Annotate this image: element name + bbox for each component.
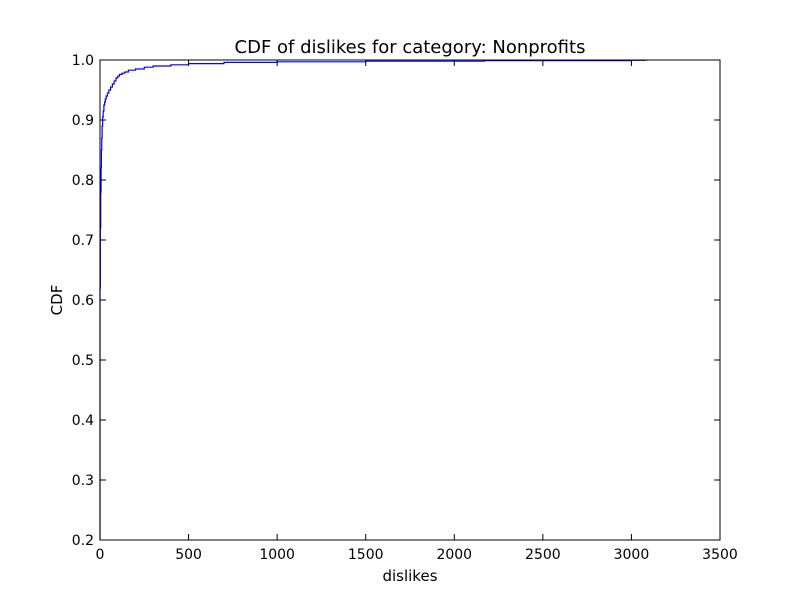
y-tick-label: 0.6 xyxy=(72,293,94,309)
y-axis: 0.2 0.3 0.4 0.5 0.6 0.7 0.8 0.9 1.0 xyxy=(72,53,720,549)
x-axis-title: dislikes xyxy=(382,567,437,585)
x-tick-label: 0 xyxy=(96,547,105,563)
y-tick-label: 0.9 xyxy=(72,113,94,129)
y-tick-label: 0.4 xyxy=(72,413,94,429)
x-tick-label: 3000 xyxy=(614,547,650,563)
y-tick-label: 0.8 xyxy=(72,173,94,189)
y-axis-title: CDF xyxy=(48,285,66,316)
x-tick-label: 2000 xyxy=(436,547,472,563)
y-tick-label: 0.7 xyxy=(72,233,94,249)
plot-area xyxy=(99,59,647,540)
x-axis: 0 500 1000 1500 2000 2500 3000 3500 xyxy=(96,60,738,563)
x-tick-label: 1000 xyxy=(259,547,295,563)
x-tick-label: 2500 xyxy=(525,547,561,563)
chart-title: CDF of dislikes for category: Nonprofits xyxy=(235,37,586,58)
x-tick-label: 1500 xyxy=(348,547,384,563)
y-tick-label: 0.2 xyxy=(72,533,94,549)
cdf-line xyxy=(99,59,647,540)
x-tick-label: 500 xyxy=(175,547,202,563)
y-tick-label: 0.3 xyxy=(72,473,94,489)
y-tick-label: 1.0 xyxy=(72,53,94,69)
x-tick-label: 3500 xyxy=(702,547,738,563)
plot-frame xyxy=(99,59,721,541)
y-tick-label: 0.5 xyxy=(72,353,94,369)
